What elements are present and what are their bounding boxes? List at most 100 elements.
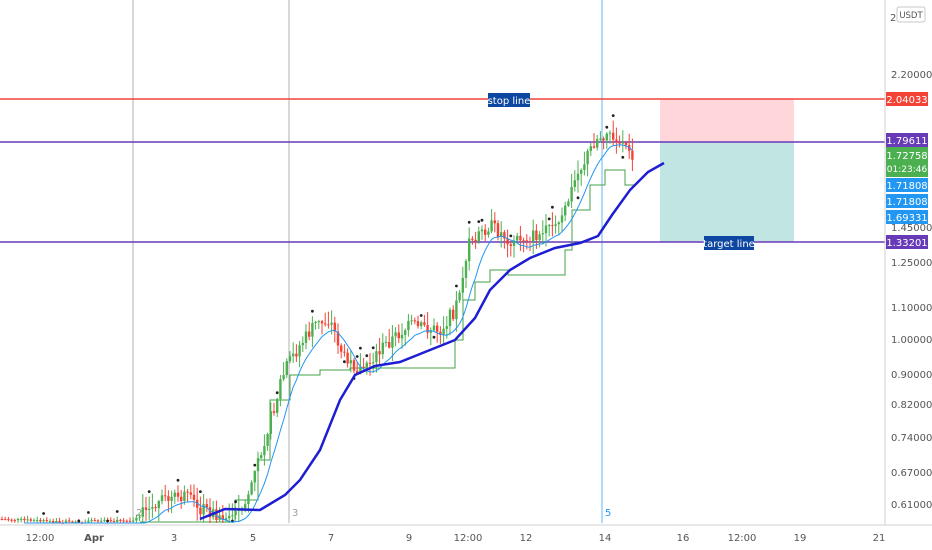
candle-body <box>304 331 308 343</box>
candle-body <box>148 508 151 510</box>
candle-body <box>36 520 39 522</box>
candle-body <box>256 458 260 472</box>
candle-body <box>26 519 29 521</box>
candle-body <box>244 504 247 509</box>
candle-body <box>346 352 349 364</box>
candle-body <box>42 520 45 522</box>
stop-line-label: stop line <box>488 96 531 107</box>
candle-body <box>538 234 541 241</box>
candle-body <box>404 330 407 335</box>
candle-body <box>39 520 42 522</box>
candle-body <box>554 224 557 226</box>
candle-body <box>90 520 93 522</box>
candle-body <box>186 491 189 493</box>
candle-body <box>631 150 634 160</box>
fractal-marker <box>611 114 615 117</box>
vertical-marker-label: 3 <box>292 508 298 519</box>
candle-body <box>448 309 452 327</box>
candle-body <box>205 504 208 508</box>
ma-price-label-box <box>886 210 928 224</box>
candle-body <box>493 220 496 224</box>
countdown-label: 01:23:46 <box>887 165 928 175</box>
candle-body <box>68 520 71 522</box>
candle-body <box>458 292 461 301</box>
fractal-marker <box>480 218 484 222</box>
candle-body <box>429 330 432 333</box>
fractal-marker <box>365 354 369 358</box>
fractal-marker <box>509 234 513 238</box>
y-tick-label: 0.67000 <box>891 468 932 479</box>
candle-body <box>215 509 218 520</box>
candle-body <box>368 362 372 364</box>
candle-body <box>160 495 164 502</box>
price-axis[interactable] <box>885 0 932 525</box>
candle-body <box>311 322 314 337</box>
candle-body <box>164 495 167 497</box>
candles <box>0 120 634 524</box>
candle-body <box>480 229 484 232</box>
candle-body <box>0 519 4 520</box>
candle-body <box>288 356 292 362</box>
candle-body <box>356 370 359 374</box>
candle-body <box>506 238 509 245</box>
ma-price-label: 1.71808 <box>886 197 927 208</box>
candle-body <box>279 379 282 399</box>
candle-body <box>343 351 346 353</box>
x-tick-label: 12:00 <box>728 533 757 544</box>
trailing-stop-series <box>140 169 635 523</box>
candle-body <box>48 521 52 522</box>
candle-body <box>375 351 378 363</box>
target-price-label-box <box>886 235 928 249</box>
fractal-marker <box>576 196 580 200</box>
candle-body <box>266 434 269 446</box>
time-axis[interactable] <box>0 525 932 550</box>
candle-body <box>602 138 605 141</box>
candle-body <box>183 491 186 501</box>
candle-body <box>509 244 512 246</box>
fractal-marker <box>455 284 458 288</box>
candle-body <box>116 519 119 522</box>
candle-body <box>452 309 455 320</box>
candle-body <box>384 342 388 343</box>
candle-body <box>103 519 106 521</box>
fractal-marker <box>547 217 551 221</box>
candle-body <box>119 519 122 521</box>
candle-body <box>592 146 596 148</box>
y-tick-label: 2 <box>890 13 896 24</box>
candle-body <box>144 507 148 510</box>
candle-body <box>573 180 576 187</box>
candle-body <box>551 225 554 227</box>
candle-body <box>496 223 500 237</box>
candle-body <box>263 446 266 456</box>
profit-zone[interactable] <box>660 142 794 242</box>
candle-body <box>272 411 276 413</box>
fractal-marker <box>176 478 180 482</box>
fractal-marker <box>621 155 625 159</box>
x-tick-label: 12 <box>520 533 533 544</box>
candle-body <box>208 507 212 518</box>
last-price-label-box <box>886 147 928 177</box>
fractal-marker <box>467 220 471 224</box>
candle-body <box>580 170 583 174</box>
x-tick-label: 14 <box>599 533 612 544</box>
candle-body <box>109 520 112 522</box>
candle-body <box>71 521 74 524</box>
candle-body <box>378 351 381 355</box>
last-price-label: 1.72758 <box>886 151 927 162</box>
candle-body <box>180 496 183 501</box>
candle-body <box>394 332 397 337</box>
candle-body <box>445 326 448 329</box>
fractal-marker <box>77 519 81 523</box>
candle-body <box>362 366 365 368</box>
y-tick-label: 0.82000 <box>891 400 932 411</box>
candle-body <box>13 520 16 522</box>
candle-body <box>189 492 192 495</box>
candle-body <box>285 361 288 375</box>
fractal-marker <box>311 309 314 313</box>
candle-body <box>519 235 522 241</box>
candle-body <box>74 521 77 524</box>
currency-badge[interactable]: USDT <box>896 6 926 23</box>
loss-zone[interactable] <box>660 99 794 142</box>
candle-body <box>45 520 48 522</box>
